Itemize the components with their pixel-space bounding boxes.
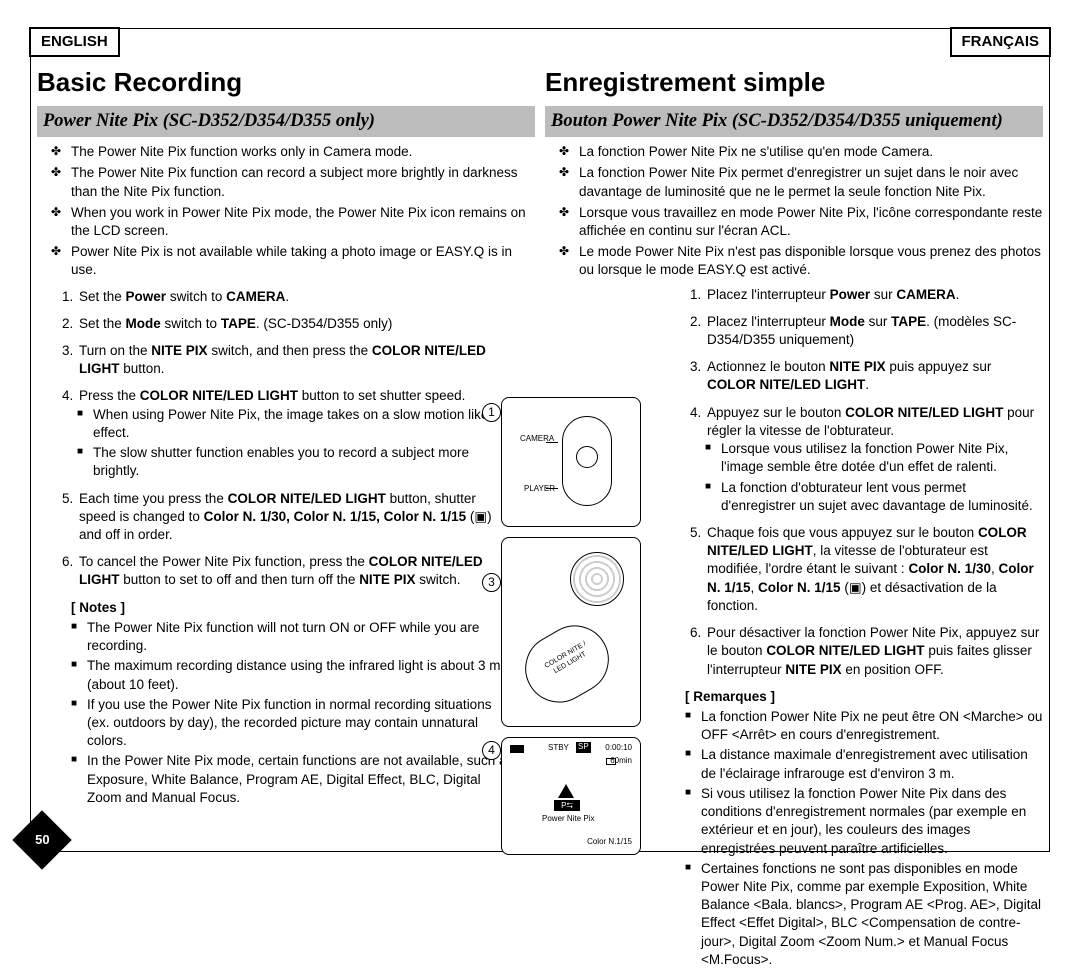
note-en-4: In the Power Nite Pix mode, certain func…: [87, 752, 517, 807]
title-fr: Enregistrement simple: [545, 65, 1043, 100]
camera-diagram: 1 3 4 CAMERA PLAYER COLOR NITE / LED LIG…: [494, 397, 648, 857]
callout-3: 3: [482, 573, 501, 592]
lcd-shutter: Color N.1/15: [587, 837, 632, 848]
step-fr-2: Placez l'interrupteur Mode sur TAPE. (mo…: [705, 313, 1043, 349]
callout-4: 4: [482, 741, 501, 760]
steps-en: Set the Power switch to CAMERA. Set the …: [77, 288, 535, 590]
bullet-fr-1: La fonction Power Nite Pix ne s'utilise …: [579, 143, 1043, 161]
lang-french-badge: FRANÇAIS: [950, 27, 1052, 57]
step-fr-4: Appuyez sur le bouton COLOR NITE/LED LIG…: [705, 404, 1043, 515]
bullet-fr-3: Lorsque vous travaillez en mode Power Ni…: [579, 204, 1043, 240]
notes-fr: La fonction Power Nite Pix ne peut être …: [701, 708, 1043, 969]
step4-sub-en-1: When using Power Nite Pix, the image tak…: [93, 406, 507, 442]
battery-icon: [510, 745, 524, 753]
subtitle-en: Power Nite Pix (SC-D352/D354/D355 only): [37, 106, 535, 137]
step4-sub-fr-1: Lorsque vous utilisez la fonction Power …: [721, 440, 1043, 476]
note-en-2: The maximum recording distance using the…: [87, 657, 517, 693]
lang-english-badge: ENGLISH: [29, 27, 120, 57]
diagram-lcd: STBY SP 0:00:10 60min P⮀ Power Nite Pix …: [501, 737, 641, 855]
callout-1: 1: [482, 403, 501, 422]
step-en-1: Set the Power switch to CAMERA.: [77, 288, 535, 306]
note-fr-1: La fonction Power Nite Pix ne peut être …: [701, 708, 1043, 744]
step-fr-5: Chaque fois que vous appuyez sur le bout…: [705, 524, 1043, 615]
lcd-mode: Power Nite Pix: [542, 814, 594, 825]
diagram-nite-button: COLOR NITE / LED LIGHT: [501, 537, 641, 727]
step-fr-1: Placez l'interrupteur Power sur CAMERA.: [705, 286, 1043, 304]
manual-page: ENGLISH FRANÇAIS Basic Recording Power N…: [30, 28, 1050, 852]
note-fr-3: Si vous utilisez la fonction Power Nite …: [701, 785, 1043, 858]
step-en-2: Set the Mode switch to TAPE. (SC-D354/D3…: [77, 315, 535, 333]
bullet-en-2: The Power Nite Pix function can record a…: [71, 164, 535, 200]
camera-label: CAMERA: [520, 434, 554, 445]
diagram-power-switch: CAMERA PLAYER: [501, 397, 641, 527]
note-en-3: If you use the Power Nite Pix function i…: [87, 696, 517, 751]
lcd-stby: STBY: [548, 743, 569, 754]
page-number-badge: 50: [12, 810, 71, 869]
note-fr-4: Certaines fonctions ne sont pas disponib…: [701, 860, 1043, 969]
note-fr-2: La distance maximale d'enregistrement av…: [701, 746, 1043, 782]
step4-sub-en-2: The slow shutter function enables you to…: [93, 444, 507, 480]
bullet-en-4: Power Nite Pix is not available while ta…: [71, 243, 535, 279]
step-fr-3: Actionnez le bouton NITE PIX puis appuye…: [705, 358, 1043, 394]
notes-en: The Power Nite Pix function will not tur…: [87, 619, 517, 807]
bullet-en-3: When you work in Power Nite Pix mode, th…: [71, 204, 535, 240]
title-en: Basic Recording: [37, 65, 535, 100]
bullet-fr-2: La fonction Power Nite Pix permet d'enre…: [579, 164, 1043, 200]
step4-sub-fr-2: La fonction d'obturateur lent vous perme…: [721, 479, 1043, 515]
step-en-6: To cancel the Power Nite Pix function, p…: [77, 553, 507, 589]
subtitle-fr: Bouton Power Nite Pix (SC-D352/D354/D355…: [545, 106, 1043, 137]
english-column: Basic Recording Power Nite Pix (SC-D352/…: [37, 59, 535, 809]
lcd-time: 0:00:10: [605, 743, 632, 754]
tape-icon: [606, 758, 616, 765]
step-en-5: Each time you press the COLOR NITE/LED L…: [77, 490, 507, 545]
lcd-sp: SP: [576, 742, 591, 753]
bullet-fr-4: Le mode Power Nite Pix n'est pas disponi…: [579, 243, 1043, 279]
pc-icon: P⮀: [554, 800, 580, 811]
play-icon: [558, 784, 574, 798]
note-en-1: The Power Nite Pix function will not tur…: [87, 619, 517, 655]
step-fr-6: Pour désactiver la fonction Power Nite P…: [705, 624, 1043, 679]
notes-hdr-fr: [ Remarques ]: [685, 688, 1043, 706]
player-label: PLAYER: [524, 484, 555, 495]
bullet-en-1: The Power Nite Pix function works only i…: [71, 143, 535, 161]
step-en-3: Turn on the NITE PIX switch, and then pr…: [77, 342, 507, 378]
step-en-4: Press the COLOR NITE/LED LIGHT button to…: [77, 387, 507, 480]
notes-hdr-en: [ Notes ]: [71, 599, 535, 617]
steps-fr: Placez l'interrupteur Power sur CAMERA. …: [705, 286, 1043, 679]
